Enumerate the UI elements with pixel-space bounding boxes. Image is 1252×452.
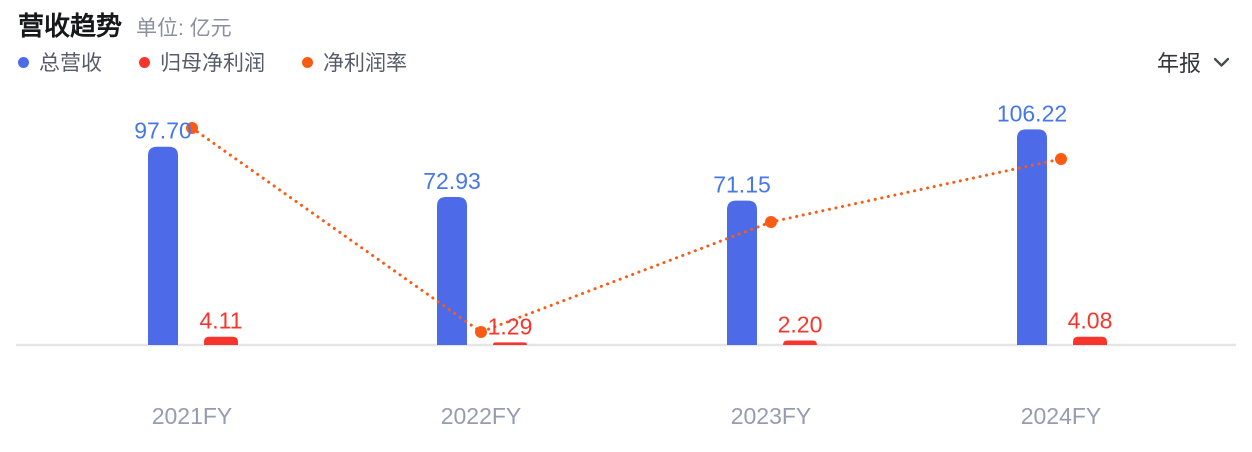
x-axis-label: 2023FY bbox=[731, 403, 812, 429]
legend-dot-icon bbox=[18, 56, 29, 68]
revenue-value-label: 106.22 bbox=[997, 100, 1067, 126]
margin-point-2021FY[interactable] bbox=[186, 122, 198, 134]
legend-label: 归母净利润 bbox=[160, 52, 265, 75]
revenue-bar-2023FY[interactable] bbox=[727, 200, 757, 345]
unit-label: 单位: 亿元 bbox=[136, 17, 232, 40]
x-axis-label: 2022FY bbox=[441, 403, 522, 429]
margin-point-2023FY[interactable] bbox=[765, 216, 777, 228]
page-title: 营收趋势 bbox=[18, 11, 123, 41]
profit-bar-2022FY[interactable] bbox=[493, 342, 527, 345]
margin-point-2024FY[interactable] bbox=[1055, 153, 1067, 165]
profit-value-label: 4.11 bbox=[199, 308, 242, 334]
legend-row: 总营收 归母净利润 净利润率 年报 bbox=[18, 47, 1230, 77]
revenue-value-label: 72.93 bbox=[423, 168, 481, 194]
x-axis-label: 2024FY bbox=[1021, 403, 1102, 429]
profit-value-label: 1.29 bbox=[488, 313, 533, 339]
x-axis-label: 2021FY bbox=[152, 403, 233, 429]
profit-value-label: 4.08 bbox=[1068, 308, 1113, 334]
legend-label: 净利润率 bbox=[323, 52, 407, 75]
margin-point-2022FY[interactable] bbox=[475, 326, 487, 338]
legend: 总营收 归母净利润 净利润率 bbox=[18, 47, 407, 77]
profit-bar-2024FY[interactable] bbox=[1073, 336, 1107, 345]
profit-bar-2021FY[interactable] bbox=[204, 336, 238, 345]
revenue-bar-2021FY[interactable] bbox=[148, 146, 178, 345]
legend-item-total-revenue[interactable]: 总营收 bbox=[18, 47, 102, 77]
legend-item-net-margin[interactable]: 净利润率 bbox=[302, 47, 407, 77]
chevron-down-icon bbox=[1213, 57, 1230, 67]
legend-item-net-profit[interactable]: 归母净利润 bbox=[139, 47, 265, 77]
profit-value-label: 2.20 bbox=[778, 312, 823, 338]
margin-line bbox=[190, 126, 1063, 334]
revenue-value-label: 71.15 bbox=[713, 172, 771, 198]
revenue-bar-2024FY[interactable] bbox=[1017, 129, 1047, 345]
legend-dot-icon bbox=[139, 56, 150, 68]
profit-bar-2023FY[interactable] bbox=[783, 340, 817, 346]
revenue-bar-2022FY[interactable] bbox=[437, 197, 467, 345]
legend-label: 总营收 bbox=[39, 52, 102, 75]
period-selector[interactable]: 年报 bbox=[1157, 46, 1230, 78]
chart-header: 营收趋势 单位: 亿元 bbox=[18, 6, 232, 43]
revenue-value-label: 97.70 bbox=[134, 118, 192, 144]
period-selector-value: 年报 bbox=[1156, 51, 1201, 76]
legend-dot-icon bbox=[302, 56, 313, 68]
